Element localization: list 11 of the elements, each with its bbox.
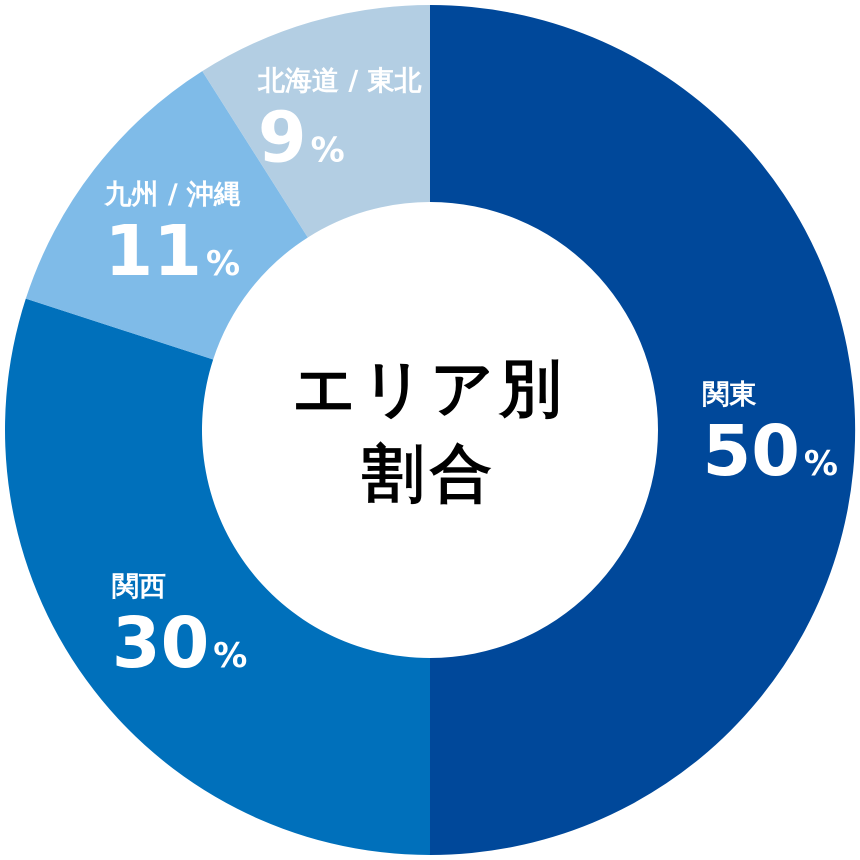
data-label: 11% bbox=[104, 210, 240, 292]
donut-slice bbox=[430, 5, 854, 855]
data-label: 30% bbox=[112, 602, 248, 684]
data-label: 50% bbox=[702, 410, 838, 492]
slice-label: 北海道 / 東北 bbox=[256, 65, 423, 96]
slice-label: 関西 bbox=[112, 570, 166, 602]
slice-label: 関東 bbox=[702, 379, 756, 410]
text: エリア別割合 bbox=[292, 352, 568, 510]
donut-slice bbox=[6, 298, 430, 855]
slice-label: 九州 / 沖縄 bbox=[104, 178, 242, 210]
data-label: 9% bbox=[258, 96, 345, 178]
